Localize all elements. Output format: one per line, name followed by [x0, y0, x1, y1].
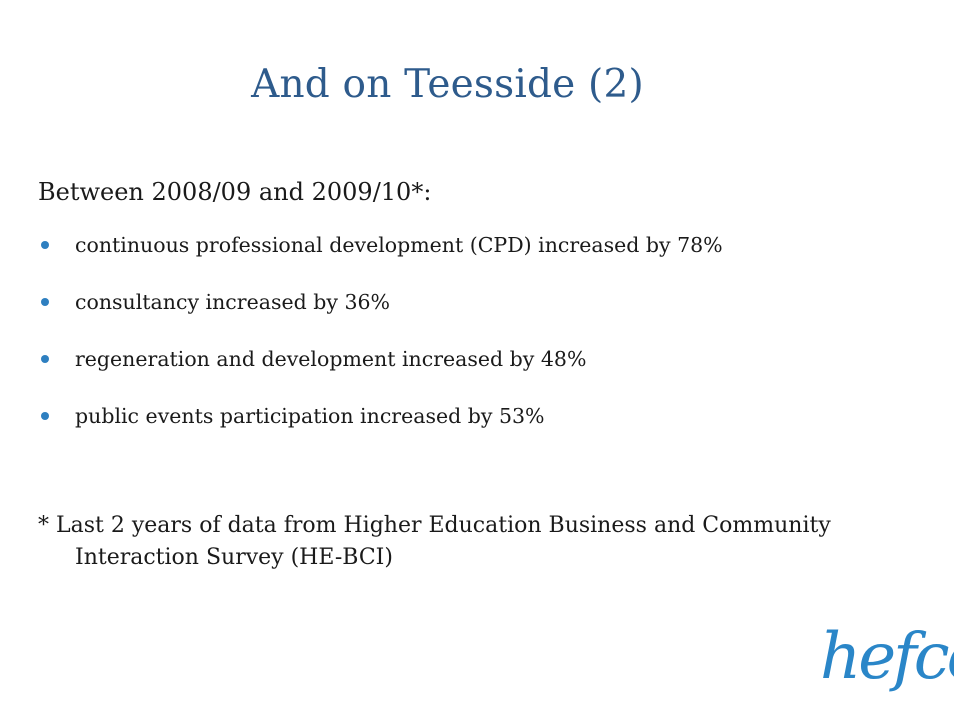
bullet-text: regeneration and development increased b…: [75, 347, 587, 371]
logo-text: hefce: [820, 620, 954, 694]
intro-text: Between 2008/09 and 2009/10*:: [38, 178, 432, 206]
hefce-logo: hefce: [820, 620, 954, 694]
bullet-text: continuous professional development (CPD…: [75, 233, 723, 257]
bullet-text: consultancy increased by 36%: [75, 290, 391, 314]
bullet-dot-icon: [41, 412, 49, 420]
bullet-item: consultancy increased by 36%: [38, 287, 723, 344]
footnote: * Last 2 years of data from Higher Educa…: [38, 513, 831, 570]
bullet-item: public events participation increased by…: [38, 401, 723, 458]
bullet-text: public events participation increased by…: [75, 404, 545, 428]
bullet-dot-icon: [41, 355, 49, 363]
slide-title: And on Teesside (2): [251, 62, 644, 107]
bullet-dot-icon: [41, 298, 49, 306]
bullet-dot-icon: [41, 241, 49, 249]
bullet-item: continuous professional development (CPD…: [38, 230, 723, 287]
bullet-item: regeneration and development increased b…: [38, 344, 723, 401]
bullet-list: continuous professional development (CPD…: [38, 230, 723, 458]
